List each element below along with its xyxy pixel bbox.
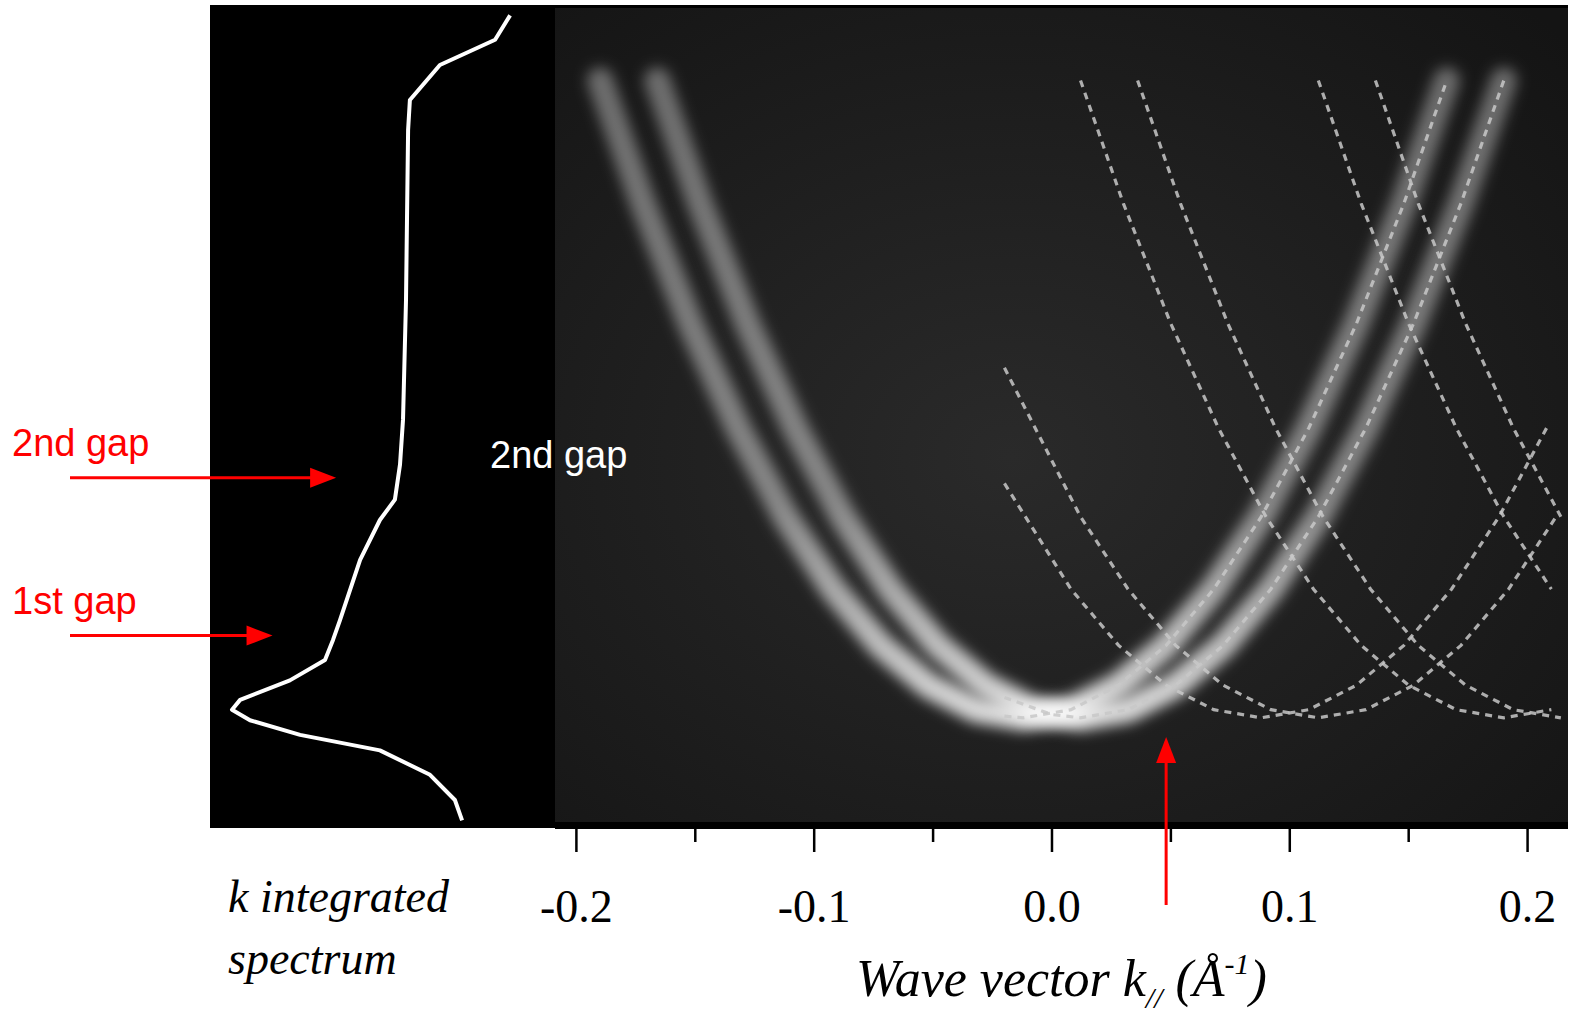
x-tick-label: -0.1 xyxy=(778,881,851,932)
x-tick-label: 0.2 xyxy=(1499,881,1557,932)
gap-arrow-head xyxy=(247,626,273,646)
x-tick-label: -0.2 xyxy=(540,881,613,932)
x-minor-tick xyxy=(694,828,697,842)
k-arrow xyxy=(1165,760,1168,905)
x-minor-tick xyxy=(1407,828,1410,842)
x-axis-title-part: (Å xyxy=(1162,950,1224,1008)
frame xyxy=(210,5,1568,828)
x-tick xyxy=(813,828,816,852)
x-axis-title-part: Wave vector k xyxy=(856,950,1147,1007)
chart: -0.2 -0.1 0.0 0.1 0.2 Wave vector k// (Å-1) k … xyxy=(0,0,1572,1028)
gap-label: 2nd gap xyxy=(490,434,627,476)
gap-label: 1st gap xyxy=(12,580,137,622)
dashed-band xyxy=(1318,80,1551,589)
x-minor-tick xyxy=(932,828,935,842)
band xyxy=(600,80,1447,717)
k-integrated-spectrum xyxy=(232,15,510,820)
plot-area xyxy=(600,80,1561,717)
dashed-band xyxy=(1004,368,1556,718)
x-axis-line xyxy=(555,827,1568,829)
x-tick xyxy=(1526,828,1529,852)
x-axis-title-part: -1 xyxy=(1225,947,1250,980)
spectrum-label: k integrated spectrum xyxy=(228,871,450,984)
spectrum-label-line: spectrum xyxy=(228,933,397,984)
dashed-band xyxy=(1375,80,1560,516)
x-axis-title-part: ) xyxy=(1247,950,1267,1008)
x-tick xyxy=(575,828,578,852)
dashed-band xyxy=(1004,80,1503,717)
gap-arrow xyxy=(70,476,318,479)
spectrum-label-line: k integrated xyxy=(228,871,450,922)
dashed-band xyxy=(1004,428,1546,718)
k-arrow-head xyxy=(1156,737,1176,763)
gap-label: 2nd gap xyxy=(12,422,149,464)
dashed-band xyxy=(1081,80,1552,717)
x-tick-label: 0.0 xyxy=(1023,881,1081,932)
gap-arrow xyxy=(70,634,255,637)
gap-arrow-head xyxy=(310,468,336,488)
x-minor-tick xyxy=(1170,828,1173,842)
x-axis-title: Wave vector k// (Å-1) xyxy=(856,947,1267,1014)
x-tick xyxy=(1289,828,1292,852)
dashed-band xyxy=(1138,80,1561,717)
x-tick-label: 0.1 xyxy=(1261,881,1319,932)
band xyxy=(657,80,1504,717)
plot-background xyxy=(555,8,1568,822)
x-tick xyxy=(1051,828,1054,852)
